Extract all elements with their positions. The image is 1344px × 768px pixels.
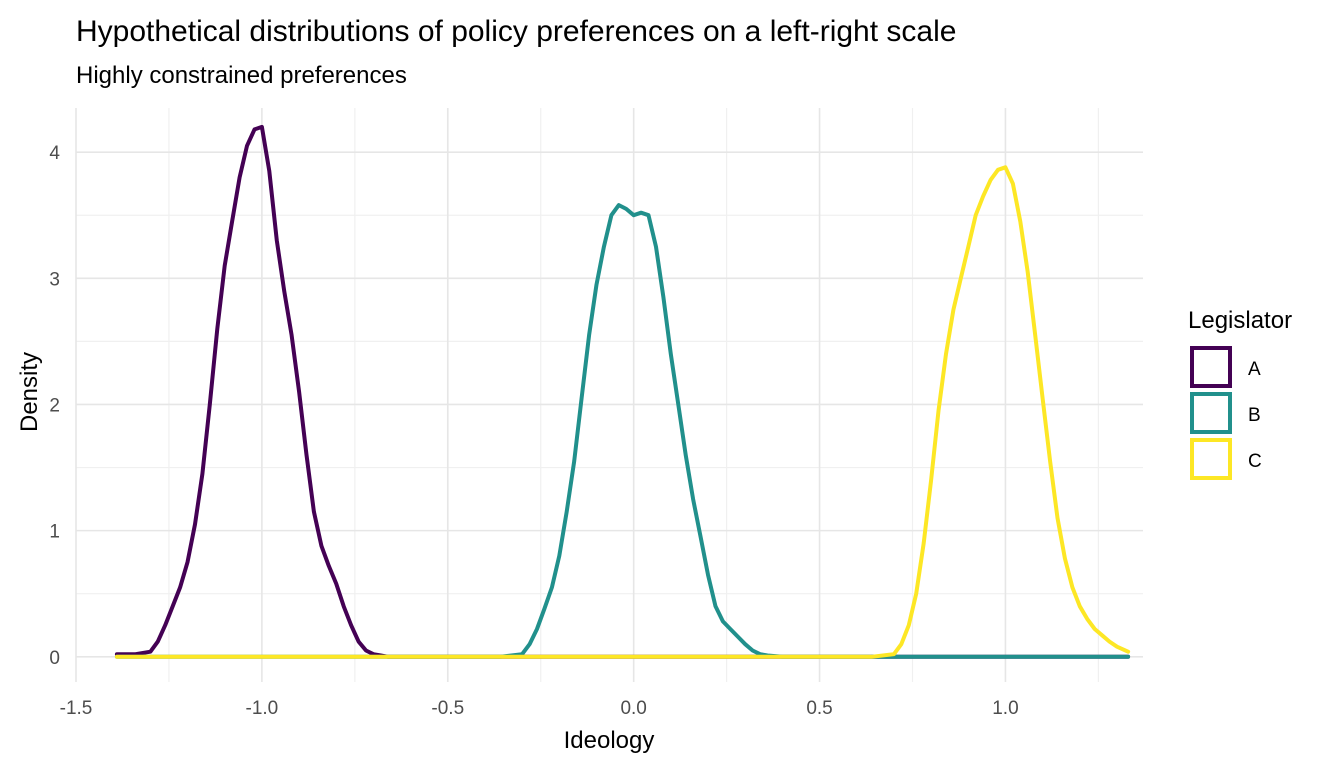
legend-items: A B C — [1190, 346, 1262, 480]
y-axis-ticks: 0 1 2 3 4 — [49, 143, 60, 669]
x-tick-label: 0.0 — [620, 698, 646, 719]
minor-gridlines — [76, 108, 1143, 682]
legend-label-b: B — [1248, 405, 1261, 426]
x-axis-ticks: -1.5 -1.0 -0.5 0.0 0.5 1.0 — [60, 698, 1019, 719]
density-curve-b — [114, 203, 1131, 659]
x-tick-label: -1.5 — [60, 698, 93, 719]
legend-key-c — [1190, 438, 1232, 480]
x-tick-label: 0.5 — [806, 698, 832, 719]
y-tick-label: 4 — [49, 143, 60, 164]
y-tick-label: 3 — [49, 269, 60, 290]
y-axis-title: Density — [16, 352, 43, 432]
y-tick-label: 1 — [49, 522, 60, 543]
x-tick-label: -1.0 — [246, 698, 279, 719]
legend-title: Legislator — [1188, 307, 1292, 334]
x-tick-label: -0.5 — [431, 698, 464, 719]
y-tick-label: 0 — [49, 648, 60, 669]
legend-label-c: C — [1248, 451, 1262, 472]
x-axis-title: Ideology — [564, 727, 655, 754]
legend: Legislator A B C — [1188, 307, 1292, 480]
density-curve-c — [114, 165, 1131, 659]
y-tick-label: 2 — [49, 395, 60, 416]
chart-subtitle: Highly constrained preferences — [76, 62, 407, 89]
legend-label-a: A — [1248, 359, 1261, 380]
density-curve-a — [114, 124, 1131, 659]
legend-key-b — [1190, 392, 1232, 434]
density-curves — [114, 124, 1131, 659]
chart-title: Hypothetical distributions of policy pre… — [76, 15, 956, 48]
legend-key-a — [1190, 346, 1232, 388]
x-tick-label: 1.0 — [992, 698, 1018, 719]
